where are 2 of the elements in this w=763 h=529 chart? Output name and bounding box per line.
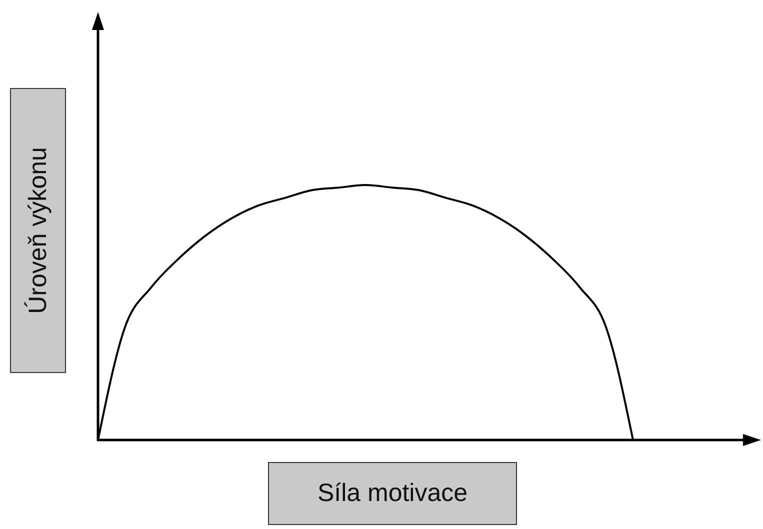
x-axis-title: Síla motivace	[268, 462, 517, 525]
y-axis-title: Úroveň výkonu	[24, 147, 52, 314]
